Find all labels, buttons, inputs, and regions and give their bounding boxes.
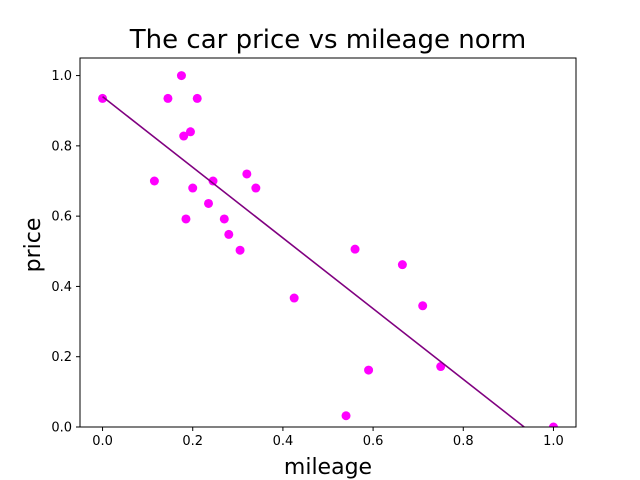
regression-line [102,96,525,427]
data-point-11 [208,176,218,186]
data-point-15 [242,169,252,179]
x-axis-label: mileage [284,455,372,480]
data-point-5 [179,131,189,141]
y-tick-label-4: 0.8 [51,139,72,154]
x-tick-label-5: 1.0 [543,434,564,449]
data-point-20 [364,365,374,375]
data-point-3 [163,93,173,103]
data-point-4 [176,71,186,81]
y-tick-label-1: 0.2 [51,350,72,365]
data-point-14 [235,245,245,255]
data-point-8 [188,183,198,193]
x-tick-label-2: 0.4 [273,434,294,449]
data-point-18 [341,411,351,421]
data-point-19 [350,244,360,254]
data-point-16 [251,183,261,193]
data-point-21 [397,260,407,270]
data-point-10 [204,198,214,208]
y-tick-label-0: 0.0 [51,421,72,436]
x-tick-label-3: 0.6 [363,434,384,449]
data-point-22 [418,301,428,311]
y-axis-label: price [21,218,46,273]
chart-title: The car price vs mileage norm [129,25,526,55]
x-tick-label-4: 0.8 [453,434,474,449]
x-tick-label-0: 0.0 [92,434,113,449]
plot-frame [79,57,577,428]
data-point-2 [149,176,159,186]
data-point-13 [224,229,234,239]
data-point-9 [192,93,202,103]
data-point-12 [219,214,229,224]
x-tick-label-1: 0.2 [182,434,203,449]
plot-marks [98,71,558,427]
y-tick-label-5: 1.0 [51,69,72,84]
y-tick-label-3: 0.6 [51,210,72,225]
data-point-7 [185,127,195,137]
data-point-24 [548,422,558,427]
data-point-6 [181,214,191,224]
y-tick-label-2: 0.4 [51,280,72,295]
axes: 0.0 0.2 0.4 0.6 0.8 1.0 0.0 0.2 0.4 0.6 0.8 1.0 [51,57,577,449]
data-point-17 [289,293,299,303]
data-point-1 [98,93,108,103]
